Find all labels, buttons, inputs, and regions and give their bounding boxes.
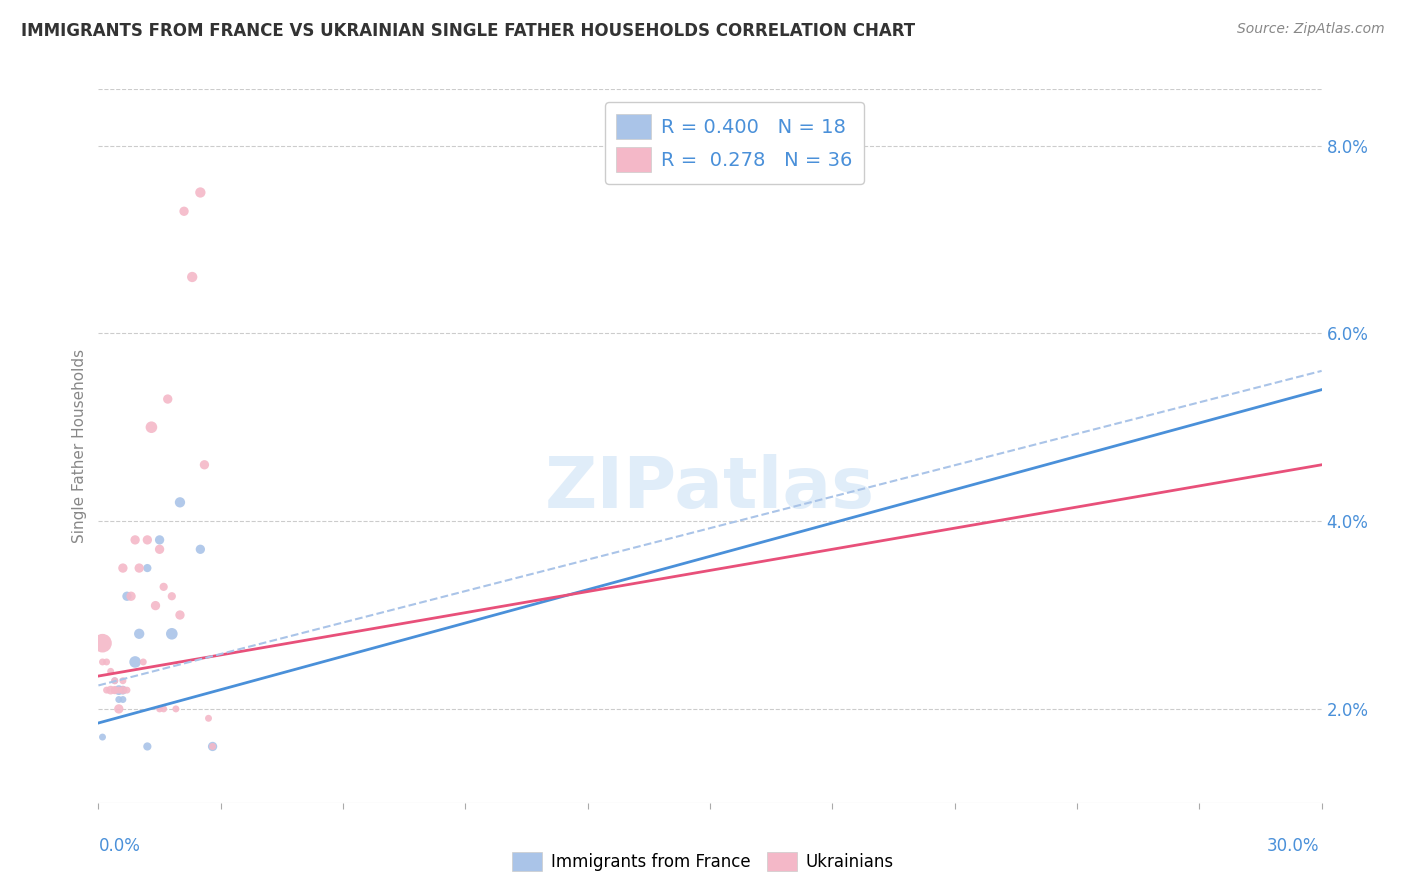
Point bbox=[149, 542, 172, 557]
Y-axis label: Single Father Households: Single Father Households bbox=[72, 349, 87, 543]
Point bbox=[91, 655, 114, 669]
Text: 30.0%: 30.0% bbox=[1267, 837, 1319, 855]
Point bbox=[128, 627, 150, 641]
Point bbox=[181, 270, 204, 285]
Point bbox=[128, 561, 150, 575]
Point bbox=[152, 580, 174, 594]
Point bbox=[108, 692, 131, 706]
Point bbox=[104, 673, 127, 688]
Point bbox=[201, 739, 224, 754]
Point bbox=[152, 702, 174, 716]
Point bbox=[124, 533, 146, 547]
Point bbox=[104, 683, 127, 698]
Point bbox=[96, 683, 118, 698]
Point bbox=[115, 683, 138, 698]
Point bbox=[111, 692, 134, 706]
Point bbox=[104, 683, 127, 698]
Point bbox=[145, 599, 167, 613]
Point bbox=[197, 711, 219, 725]
Point bbox=[169, 495, 191, 509]
Text: IMMIGRANTS FROM FRANCE VS UKRAINIAN SINGLE FATHER HOUSEHOLDS CORRELATION CHART: IMMIGRANTS FROM FRANCE VS UKRAINIAN SING… bbox=[21, 22, 915, 40]
Point bbox=[111, 683, 134, 698]
Point bbox=[111, 683, 134, 698]
Point bbox=[169, 607, 191, 622]
Point bbox=[108, 683, 131, 698]
Legend: R = 0.400   N = 18, R =  0.278   N = 36: R = 0.400 N = 18, R = 0.278 N = 36 bbox=[605, 103, 865, 184]
Point bbox=[149, 702, 172, 716]
Point bbox=[115, 589, 138, 603]
Point bbox=[96, 655, 118, 669]
Point bbox=[91, 636, 114, 650]
Point bbox=[188, 186, 212, 200]
Point bbox=[104, 683, 127, 698]
Point bbox=[156, 392, 179, 406]
Point bbox=[136, 561, 159, 575]
Point bbox=[132, 655, 155, 669]
Point bbox=[91, 730, 114, 744]
Point bbox=[149, 533, 172, 547]
Legend: Immigrants from France, Ukrainians: Immigrants from France, Ukrainians bbox=[505, 843, 901, 880]
Point bbox=[100, 665, 122, 679]
Point bbox=[111, 673, 134, 688]
Point bbox=[111, 561, 134, 575]
Point bbox=[160, 589, 183, 603]
Point bbox=[108, 702, 131, 716]
Point bbox=[108, 683, 131, 698]
Point bbox=[124, 655, 146, 669]
Point bbox=[100, 683, 122, 698]
Point bbox=[141, 420, 163, 434]
Point bbox=[188, 542, 212, 557]
Text: 0.0%: 0.0% bbox=[98, 837, 141, 855]
Text: ZIPatlas: ZIPatlas bbox=[546, 454, 875, 524]
Point bbox=[120, 589, 142, 603]
Point bbox=[136, 739, 159, 754]
Point bbox=[104, 673, 127, 688]
Text: Source: ZipAtlas.com: Source: ZipAtlas.com bbox=[1237, 22, 1385, 37]
Point bbox=[160, 627, 183, 641]
Point bbox=[193, 458, 215, 472]
Point bbox=[201, 739, 224, 754]
Point bbox=[173, 204, 195, 219]
Point bbox=[165, 702, 187, 716]
Point bbox=[136, 533, 159, 547]
Point bbox=[111, 683, 134, 698]
